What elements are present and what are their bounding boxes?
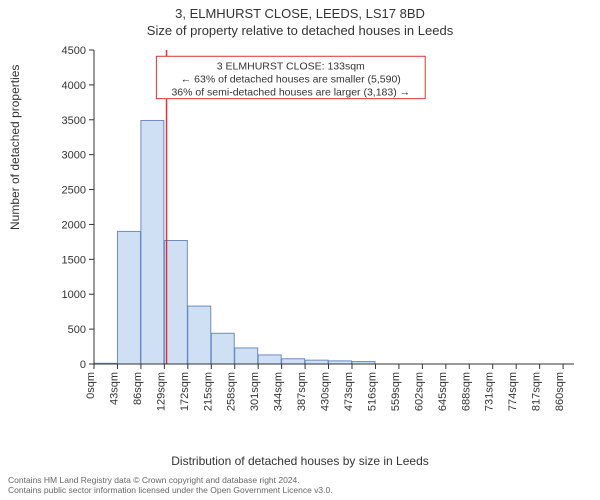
x-tick-label: 0sqm bbox=[85, 372, 97, 399]
x-tick-label: 602sqm bbox=[413, 372, 425, 411]
x-tick-label: 817sqm bbox=[531, 372, 543, 411]
footer-line-1: Contains HM Land Registry data © Crown c… bbox=[8, 475, 333, 486]
footer-line-2: Contains public sector information licen… bbox=[8, 485, 333, 496]
y-axis-label: Number of detached properties bbox=[8, 65, 22, 230]
y-tick-label: 2000 bbox=[62, 219, 86, 231]
y-tick-label: 3000 bbox=[62, 150, 86, 162]
y-tick-label: 1500 bbox=[62, 254, 86, 266]
x-axis-label: Distribution of detached houses by size … bbox=[0, 454, 600, 468]
y-tick-label: 4000 bbox=[62, 80, 86, 92]
x-tick-label: 172sqm bbox=[179, 372, 191, 411]
page-subtitle: Size of property relative to detached ho… bbox=[0, 23, 600, 38]
x-tick-label: 215sqm bbox=[202, 372, 214, 411]
x-tick-label: 344sqm bbox=[273, 372, 285, 411]
histogram-bar bbox=[305, 360, 328, 364]
footer-attribution: Contains HM Land Registry data © Crown c… bbox=[8, 475, 333, 496]
x-tick-label: 516sqm bbox=[366, 372, 378, 411]
x-tick-label: 473sqm bbox=[343, 372, 355, 411]
x-tick-label: 86sqm bbox=[132, 372, 144, 405]
histogram-bar bbox=[282, 359, 305, 364]
y-tick-label: 1000 bbox=[62, 289, 86, 301]
histogram-bar bbox=[258, 355, 281, 364]
x-tick-label: 43sqm bbox=[108, 372, 120, 405]
x-tick-label: 301sqm bbox=[249, 372, 261, 411]
histogram-bar bbox=[211, 333, 234, 364]
y-tick-label: 3500 bbox=[62, 115, 86, 127]
x-tick-label: 387sqm bbox=[296, 372, 308, 411]
x-tick-label: 774sqm bbox=[507, 372, 519, 411]
histogram-bar bbox=[141, 120, 164, 364]
x-tick-label: 688sqm bbox=[460, 372, 472, 411]
histogram-bar bbox=[235, 348, 258, 364]
callout-line: ← 63% of detached houses are smaller (5,… bbox=[181, 73, 401, 85]
callout-line: 3 ELMHURST CLOSE: 133sqm bbox=[217, 60, 365, 72]
callout-line: 36% of semi-detached houses are larger (… bbox=[171, 86, 410, 98]
page-title: 3, ELMHURST CLOSE, LEEDS, LS17 8BD bbox=[0, 6, 600, 21]
y-tick-label: 500 bbox=[68, 324, 86, 336]
histogram-chart: 0 500 1000 1500 2000 2500 3000 3500 4000 4500 0sqm… bbox=[60, 46, 580, 426]
x-tick-label: 129sqm bbox=[155, 372, 167, 411]
histogram-bar bbox=[164, 240, 187, 364]
y-tick-label: 2500 bbox=[62, 185, 86, 197]
x-tick-label: 430sqm bbox=[320, 372, 332, 411]
x-tick-label: 645sqm bbox=[437, 372, 449, 411]
x-tick-label: 860sqm bbox=[554, 372, 566, 411]
y-tick-label: 0 bbox=[80, 359, 86, 371]
x-tick-label: 258sqm bbox=[226, 372, 238, 411]
histogram-bar bbox=[117, 231, 140, 364]
chart-svg: 0 500 1000 1500 2000 2500 3000 3500 4000 4500 0sqm… bbox=[60, 46, 580, 426]
y-tick-label: 4500 bbox=[62, 46, 86, 57]
x-tick-label: 731sqm bbox=[484, 372, 496, 411]
x-tick-label: 559sqm bbox=[390, 372, 402, 411]
histogram-bar bbox=[188, 306, 211, 364]
